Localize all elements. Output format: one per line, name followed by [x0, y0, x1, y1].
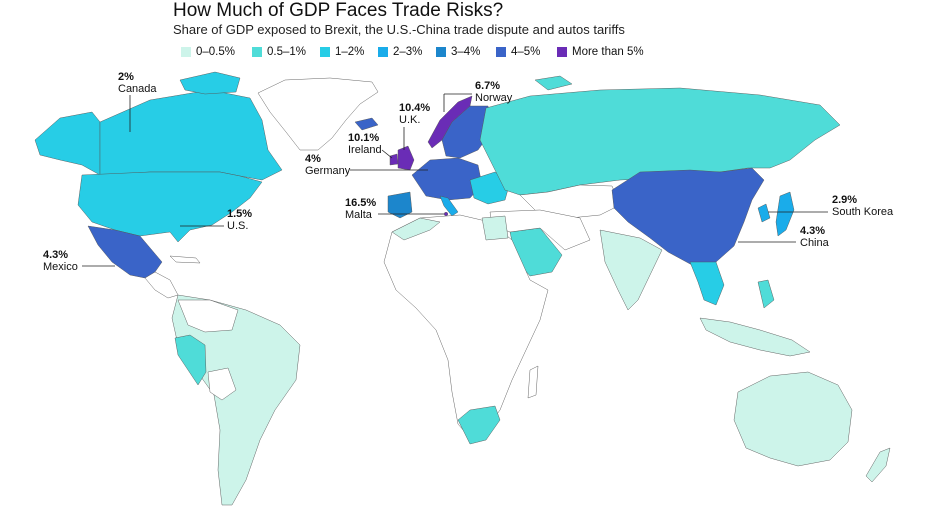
region-egypt[interactable]	[481, 215, 509, 241]
legend-item-2: 1–2%	[320, 46, 364, 58]
region-china[interactable]	[611, 167, 765, 266]
legend-swatch-2	[320, 47, 330, 57]
region-canada-islands[interactable]	[179, 71, 241, 95]
region-cuba[interactable]	[169, 255, 201, 264]
region-malta[interactable]	[443, 211, 449, 217]
region-indonesia[interactable]	[699, 317, 811, 357]
legend-label-0: 0–0.5%	[196, 46, 236, 58]
legend-item-3: 2–3%	[378, 46, 422, 58]
legend-label-3: 2–3%	[393, 46, 423, 58]
legend-label-5: 4–5%	[511, 46, 541, 58]
callout-germany: 4% Germany	[305, 153, 428, 177]
legend-swatch-4	[436, 47, 446, 57]
callout-uk: 10.4% U.K.	[399, 102, 430, 150]
callout-skorea-value: 2.9%	[832, 194, 857, 206]
region-north-africa[interactable]	[391, 217, 441, 241]
legend-swatch-0	[181, 47, 191, 57]
callout-germany-name: Germany	[305, 165, 351, 177]
region-canada[interactable]	[99, 89, 283, 181]
callout-norway: 6.7% Norway	[443, 80, 513, 112]
region-russia[interactable]	[479, 87, 841, 196]
callout-china-value: 4.3%	[800, 225, 825, 237]
callout-china-name: China	[800, 237, 830, 249]
callout-norway-value: 6.7%	[475, 80, 500, 92]
legend-label-6: More than 5%	[572, 46, 644, 58]
callout-china: 4.3% China	[738, 225, 830, 249]
callout-canada-name: Canada	[118, 83, 157, 95]
callout-us-value: 1.5%	[227, 208, 252, 220]
callout-ireland: 10.1% Ireland	[348, 132, 393, 159]
region-bolivia[interactable]	[207, 367, 237, 401]
region-central-europe[interactable]	[411, 157, 483, 201]
legend-swatch-5	[496, 47, 506, 57]
legend-swatch-3	[378, 47, 388, 57]
region-colombia-venezuela[interactable]	[177, 299, 239, 333]
region-se-asia[interactable]	[689, 261, 725, 306]
callout-mexico: 4.3% Mexico	[43, 249, 115, 273]
callout-germany-value: 4%	[305, 153, 321, 165]
region-central-america[interactable]	[144, 271, 179, 299]
callout-ireland-name: Ireland	[348, 144, 382, 156]
region-india[interactable]	[599, 229, 663, 311]
callout-skorea-name: South Korea	[832, 206, 894, 218]
callout-us-name: U.S.	[227, 220, 248, 232]
region-philippines[interactable]	[757, 279, 775, 309]
legend-label-4: 3–4%	[451, 46, 481, 58]
callout-malta-name: Malta	[345, 209, 373, 221]
region-australia[interactable]	[733, 371, 853, 467]
callout-uk-name: U.K.	[399, 114, 420, 126]
region-greenland[interactable]	[257, 77, 379, 151]
legend-item-5: 4–5%	[496, 46, 540, 58]
callout-uk-value: 10.4%	[399, 102, 430, 114]
region-arctic-islands[interactable]	[534, 75, 573, 91]
region-madagascar[interactable]	[527, 365, 539, 399]
callout-malta-value: 16.5%	[345, 197, 376, 209]
region-korea[interactable]	[757, 203, 771, 223]
callout-mexico-name: Mexico	[43, 261, 78, 273]
legend-item-4: 3–4%	[436, 46, 480, 58]
region-new-zealand[interactable]	[865, 447, 891, 483]
region-usa[interactable]	[77, 171, 263, 243]
region-japan[interactable]	[775, 191, 795, 237]
region-south-africa[interactable]	[457, 405, 501, 445]
callout-ireland-leader	[381, 149, 393, 159]
legend-item-0: 0–0.5%	[181, 46, 235, 58]
callout-mexico-value: 4.3%	[43, 249, 68, 261]
callout-canada-value: 2%	[118, 71, 134, 83]
region-iceland[interactable]	[354, 117, 379, 131]
callout-skorea: 2.9% South Korea	[768, 194, 894, 218]
chart-subtitle: Share of GDP exposed to Brexit, the U.S.…	[173, 22, 625, 37]
chart-title: How Much of GDP Faces Trade Risks?	[173, 0, 504, 21]
callout-ireland-value: 10.1%	[348, 132, 379, 144]
legend-swatch-1	[252, 47, 262, 57]
callout-norway-name: Norway	[475, 92, 513, 104]
legend-label-2: 1–2%	[335, 46, 365, 58]
region-alaska[interactable]	[34, 111, 101, 176]
legend-swatch-6	[557, 47, 567, 57]
legend-item-1: 0.5–1%	[252, 46, 306, 58]
callout-malta: 16.5% Malta	[345, 197, 444, 221]
callout-canada: 2% Canada	[118, 71, 157, 132]
legend-label-1: 0.5–1%	[267, 46, 307, 58]
region-italy[interactable]	[439, 195, 459, 217]
legend-item-6: More than 5%	[557, 46, 644, 58]
region-peru[interactable]	[174, 334, 207, 386]
region-ireland[interactable]	[389, 153, 399, 166]
callout-us: 1.5% U.S.	[180, 208, 252, 232]
region-uk[interactable]	[397, 145, 415, 171]
region-iberia[interactable]	[387, 191, 413, 219]
